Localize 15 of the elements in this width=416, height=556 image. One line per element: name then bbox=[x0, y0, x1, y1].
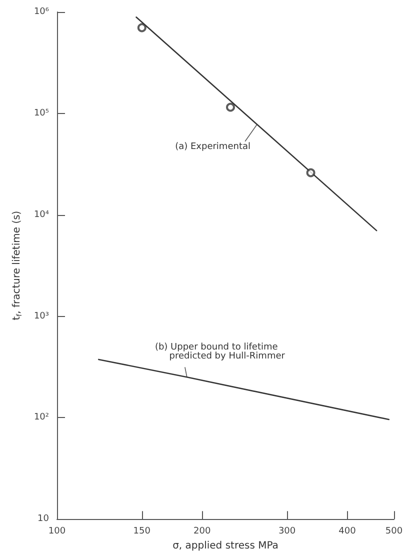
x-tick-label: 150 bbox=[133, 526, 151, 537]
y-tick-label: 10² bbox=[34, 412, 50, 423]
x-tick-label: 300 bbox=[278, 526, 296, 537]
y-tick-label: 10³ bbox=[34, 311, 50, 322]
annotation: (b) Upper bound to lifetime predicted by Hull-Rimmer bbox=[154, 342, 286, 362]
annotation: (a) Experimental bbox=[175, 142, 250, 152]
y-tick-label: 10 bbox=[38, 514, 50, 524]
y-tick-label: 10⁵ bbox=[34, 108, 50, 118]
x-tick-label: 200 bbox=[194, 526, 211, 537]
x-axis-title: σ, applied stress MPa bbox=[172, 540, 278, 552]
x-tick-label: 500 bbox=[385, 526, 403, 537]
y-tick-label: 10⁴ bbox=[34, 210, 50, 220]
x-tick-label: 100 bbox=[48, 526, 66, 537]
y-tick-label: 10⁶ bbox=[34, 7, 50, 17]
x-tick-label: 400 bbox=[338, 526, 356, 537]
